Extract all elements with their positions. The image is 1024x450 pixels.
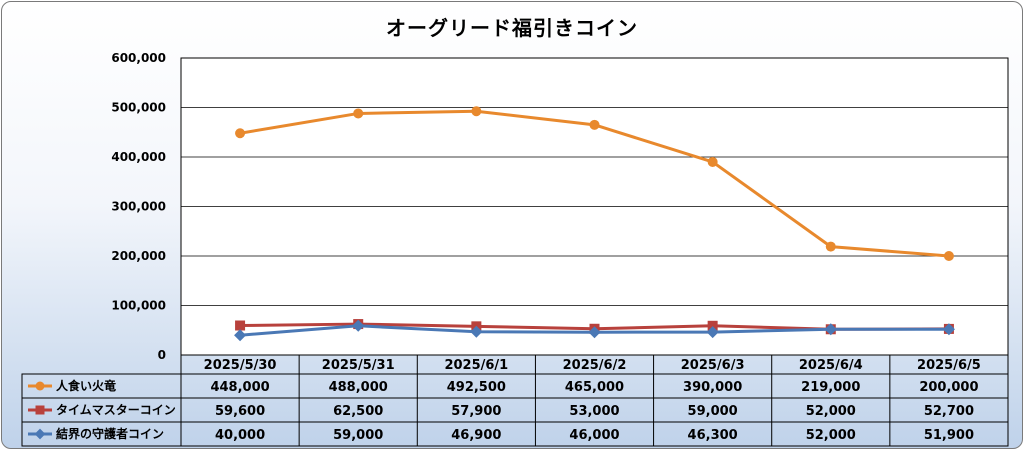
- x-category-label: 2025/6/5: [917, 358, 981, 373]
- data-table-cell: 59,000: [333, 428, 383, 443]
- data-point: [824, 323, 837, 336]
- data-table-cell: 51,900: [924, 428, 974, 443]
- y-tick-label: 600,000: [111, 51, 166, 65]
- legend-label: タイムマスターコイン: [56, 403, 176, 417]
- data-point: [707, 320, 718, 331]
- data-table-cell: 390,000: [683, 380, 742, 395]
- data-point: [825, 241, 836, 252]
- legend-label: 結界の守護者コイン: [56, 426, 164, 441]
- data-point: [235, 128, 246, 139]
- data-point: [353, 108, 364, 119]
- y-tick-label: 300,000: [111, 200, 166, 214]
- x-category-label: 2025/5/31: [322, 358, 395, 373]
- y-tick-label: 400,000: [111, 150, 166, 164]
- y-tick-label: 200,000: [111, 249, 166, 263]
- chart-title: オーグリード福引きコイン: [386, 16, 638, 40]
- data-point: [943, 251, 954, 261]
- data-point: [235, 320, 246, 331]
- data-table-cell: 488,000: [329, 380, 388, 395]
- data-table-cell: 200,000: [919, 380, 978, 395]
- data-table-cell: 46,000: [569, 428, 619, 443]
- data-table-cell: 59,000: [688, 404, 738, 419]
- data-point: [470, 325, 483, 338]
- data-point: [471, 106, 482, 117]
- legend-key-marker: [35, 405, 45, 415]
- data-table-cell: 219,000: [801, 380, 860, 395]
- data-point: [706, 326, 719, 339]
- data-table-cell: 46,900: [451, 428, 501, 443]
- x-category-label: 2025/6/4: [799, 358, 863, 373]
- data-point: [707, 156, 718, 167]
- data-table-cell: 62,500: [333, 404, 383, 419]
- data-table-cell: 52,000: [806, 404, 856, 419]
- legend-label: 人食い火竜: [56, 378, 116, 393]
- y-tick-label: 500,000: [111, 101, 166, 115]
- data-table-cell: 40,000: [215, 428, 265, 443]
- data-table-cell: 448,000: [210, 380, 269, 395]
- data-table-cell: 52,700: [924, 404, 974, 419]
- legend-key-marker: [35, 381, 45, 391]
- data-table-cell: 59,600: [215, 404, 265, 419]
- data-point: [234, 329, 247, 342]
- x-category-label: 2025/6/3: [681, 358, 745, 373]
- data-table-cell: 57,900: [451, 404, 501, 419]
- x-category-label: 2025/6/2: [563, 358, 627, 373]
- data-table-cell: 46,300: [688, 428, 738, 443]
- data-table-cell: 53,000: [569, 404, 619, 419]
- data-point: [588, 326, 601, 339]
- data-point: [942, 323, 955, 336]
- x-category-label: 2025/6/1: [444, 358, 508, 373]
- data-point: [352, 319, 365, 332]
- data-table-cell: 52,000: [806, 428, 856, 443]
- data-table-cell: 465,000: [565, 380, 624, 395]
- data-point: [589, 119, 600, 130]
- legend-key-marker: [34, 428, 46, 440]
- data-table-cell: 492,500: [447, 380, 506, 395]
- y-tick-label: 100,000: [111, 299, 166, 313]
- x-category-label: 2025/5/30: [204, 358, 277, 373]
- y-tick-label: 0: [158, 348, 166, 362]
